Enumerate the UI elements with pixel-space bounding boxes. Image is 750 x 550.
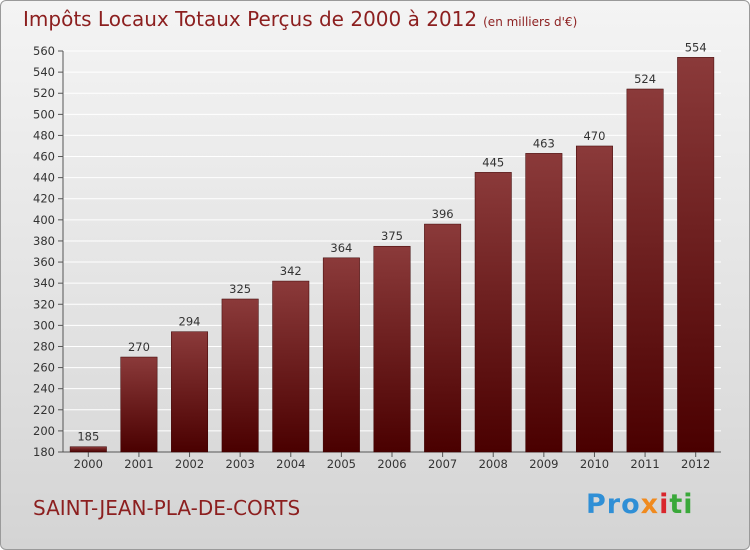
- y-tick-label: 240: [33, 382, 55, 396]
- y-tick-label: 560: [33, 44, 55, 58]
- bar-2003: [221, 298, 259, 453]
- x-tick-label: 2001: [124, 457, 153, 471]
- bar-2007: [424, 223, 462, 453]
- y-tick-label: 320: [33, 297, 55, 311]
- logo-part-2: x: [640, 489, 660, 520]
- data-label: 470: [583, 129, 605, 143]
- bar-2010: [575, 145, 613, 453]
- x-tick-label: 2003: [226, 457, 255, 471]
- logo-part-3: i: [659, 489, 670, 520]
- bar-2008: [474, 172, 512, 453]
- x-tick-label: 2000: [74, 457, 103, 471]
- bar-2000: [69, 446, 107, 453]
- y-tick-label: 260: [33, 361, 55, 375]
- x-tick-label: 2011: [630, 457, 659, 471]
- bar-2012: [677, 57, 715, 453]
- chart-title: Impôts Locaux Totaux Perçus de 2000 à 20…: [23, 7, 577, 31]
- data-label: 463: [533, 136, 555, 150]
- x-tick-label: 2004: [276, 457, 305, 471]
- chart-title-unit: (en milliers d'€): [483, 15, 578, 29]
- data-label: 524: [634, 72, 656, 86]
- y-tick-label: 200: [33, 424, 55, 438]
- y-tick-label: 520: [33, 86, 55, 100]
- y-tick-label: 280: [33, 339, 55, 353]
- y-tick-label: 340: [33, 276, 55, 290]
- bar-2009: [525, 153, 563, 453]
- data-label: 445: [482, 155, 504, 169]
- bar-2002: [171, 331, 209, 453]
- bar-2006: [373, 245, 411, 453]
- x-tick-label: 2009: [529, 457, 558, 471]
- data-label: 185: [77, 430, 99, 444]
- y-tick-label: 380: [33, 234, 55, 248]
- y-tick-label: 480: [33, 128, 55, 142]
- y-tick-label: 180: [33, 445, 55, 459]
- x-tick-label: 2006: [377, 457, 406, 471]
- logo-part-1: Pro: [586, 489, 641, 520]
- y-tick-label: 400: [33, 213, 55, 227]
- x-tick-label: 2002: [175, 457, 204, 471]
- commune-name: SAINT-JEAN-PLA-DE-CORTS: [33, 496, 301, 520]
- y-tick-label: 460: [33, 150, 55, 164]
- data-label: 294: [179, 315, 201, 329]
- chart-title-text: Impôts Locaux Totaux Perçus de 2000 à 20…: [23, 7, 478, 31]
- logo-part-4: ti: [669, 489, 694, 520]
- x-tick-label: 2005: [327, 457, 356, 471]
- data-label: 342: [280, 264, 302, 278]
- bar-2005: [322, 257, 360, 453]
- data-label: 554: [685, 40, 707, 54]
- x-tick-label: 2012: [681, 457, 710, 471]
- labels: 180 200 220 240 260 280 300 320 340 360 380 400 420 4…: [33, 40, 710, 471]
- bar-2011: [626, 88, 664, 453]
- data-label: 325: [229, 282, 251, 296]
- y-tick-label: 360: [33, 255, 55, 269]
- data-label: 396: [432, 207, 454, 221]
- data-label: 375: [381, 229, 403, 243]
- data-label: 270: [128, 340, 150, 354]
- x-tick-label: 2008: [479, 457, 508, 471]
- bar-2001: [120, 356, 158, 453]
- bars: [69, 57, 715, 453]
- y-tick-label: 300: [33, 318, 55, 332]
- x-tick-label: 2010: [580, 457, 609, 471]
- data-label: 364: [330, 241, 352, 255]
- y-tick-label: 540: [33, 65, 55, 79]
- x-tick-label: 2007: [428, 457, 457, 471]
- y-tick-label: 220: [33, 403, 55, 417]
- y-tick-label: 440: [33, 171, 55, 185]
- bar-2004: [272, 280, 310, 453]
- proxiti-logo: Proxiti: [586, 489, 694, 520]
- y-tick-label: 420: [33, 192, 55, 206]
- y-tick-label: 500: [33, 107, 55, 121]
